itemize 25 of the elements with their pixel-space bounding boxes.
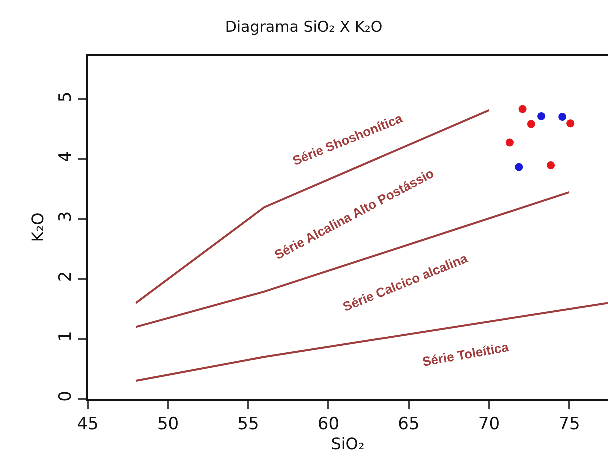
annotation: Série Toleítica xyxy=(421,339,511,370)
y-tick-label: 2 xyxy=(56,271,76,282)
point xyxy=(515,163,524,172)
point xyxy=(506,138,514,147)
point xyxy=(538,112,546,120)
x-axis-title: SiO₂ xyxy=(331,434,365,454)
x-tick-label: 55 xyxy=(238,414,260,434)
y-tick-label: 0 xyxy=(56,391,76,402)
x-tick-label: 70 xyxy=(478,414,500,434)
point xyxy=(558,113,567,122)
point xyxy=(547,162,556,170)
y-axis-title: K₂O xyxy=(28,212,48,242)
point xyxy=(566,120,575,128)
x-tick-label: 75 xyxy=(558,414,580,434)
x-tick-label: 65 xyxy=(398,414,420,434)
y-tick-label: 1 xyxy=(56,331,76,342)
point xyxy=(518,105,527,114)
y-tick-label: 4 xyxy=(56,152,76,162)
x-tick-label: 60 xyxy=(318,414,340,434)
x-tick-label: 45 xyxy=(77,414,99,434)
chart-title: Diagrama SiO₂ X K₂O xyxy=(225,18,383,36)
y-tick-label: 5 xyxy=(56,92,76,103)
y-tick-label: 3 xyxy=(56,211,76,222)
x-tick-label: 50 xyxy=(157,414,180,434)
point xyxy=(527,120,536,128)
